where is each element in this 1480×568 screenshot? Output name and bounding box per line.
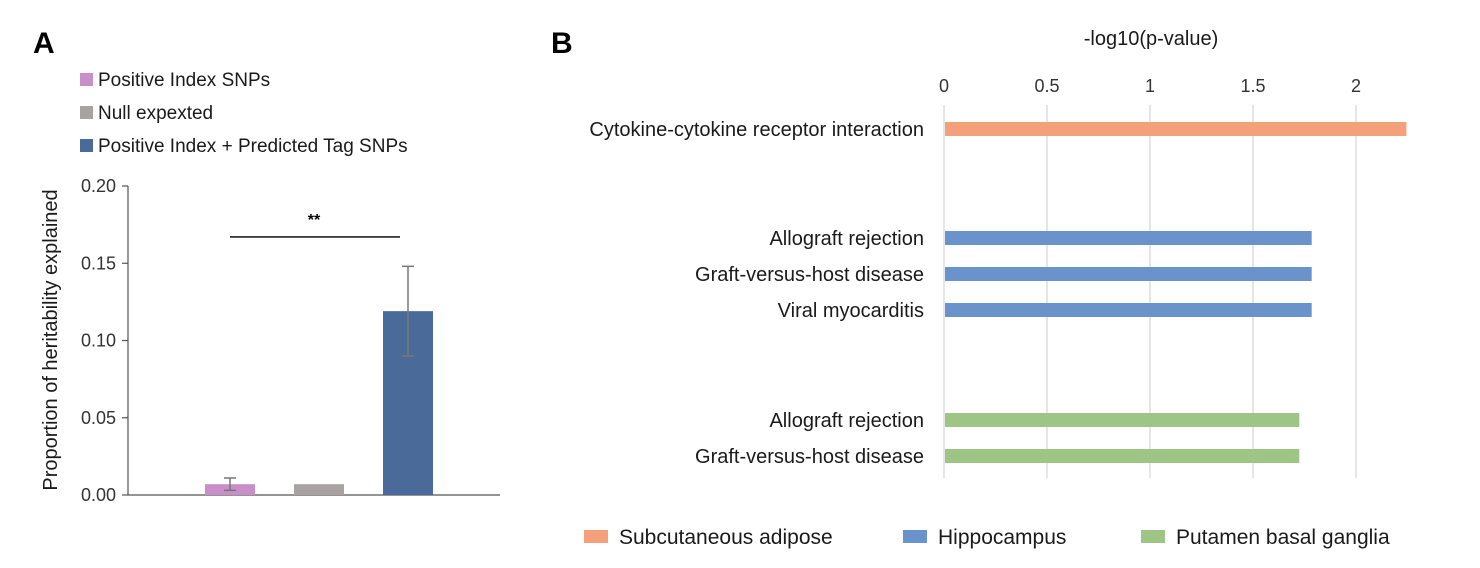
category-label: Allograft rejection: [769, 228, 924, 250]
legend-swatch-b: [584, 530, 608, 543]
x-tick-label: 1.5: [1240, 76, 1265, 96]
panel-b: B -log10(p-value) 0 0.5 1 1.5 2 Cytokine-cytoki…: [551, 27, 1407, 549]
bar: [294, 484, 344, 495]
x-axis-title: -log10(p-value): [1084, 28, 1219, 50]
legend-label-a: Null expexted: [98, 103, 213, 124]
legend-label-b: Putamen basal ganglia: [1176, 526, 1390, 549]
bar: [945, 122, 1407, 136]
category-label: Allograft rejection: [769, 410, 924, 432]
y-tick-label: 0.20: [81, 176, 116, 196]
category-label: Cytokine-cytokine receptor interaction: [589, 119, 924, 141]
category-label: Graft-versus-host disease: [695, 446, 924, 468]
legend-swatch-a: [80, 139, 93, 152]
x-tick-label: 1: [1145, 76, 1155, 96]
legend-label-a: Positive Index + Predicted Tag SNPs: [98, 136, 408, 157]
bar: [945, 449, 1300, 463]
y-axis-title: Proportion of heritability explained: [40, 189, 62, 490]
category-label: Graft-versus-host disease: [695, 264, 924, 286]
y-tick-label: 0.15: [81, 253, 116, 273]
panel-label-b: B: [551, 27, 573, 60]
x-tick-label: 0: [939, 76, 949, 96]
x-tick-label: 0.5: [1034, 76, 1059, 96]
significance-label: **: [308, 212, 321, 229]
y-tick-label: 0.10: [81, 331, 116, 351]
y-tick-label: 0.00: [81, 485, 116, 505]
bar: [945, 413, 1300, 427]
legend-swatch-b: [1141, 530, 1165, 543]
panel-a: A Positive Index SNPs Null expexted Positiv…: [33, 27, 500, 505]
bar: [945, 303, 1312, 317]
category-label: Viral myocarditis: [778, 300, 924, 322]
panel-label-a: A: [33, 27, 55, 60]
bar: [945, 267, 1312, 281]
y-tick-label: 0.05: [81, 408, 116, 428]
bar: [945, 231, 1312, 245]
legend-label-b: Subcutaneous adipose: [619, 526, 833, 549]
legend-swatch-a: [80, 106, 93, 119]
legend-label-b: Hippocampus: [938, 526, 1066, 549]
legend-swatch-b: [903, 530, 927, 543]
legend-label-a: Positive Index SNPs: [98, 70, 270, 91]
x-tick-label: 2: [1351, 76, 1361, 96]
legend-swatch-a: [80, 73, 93, 86]
